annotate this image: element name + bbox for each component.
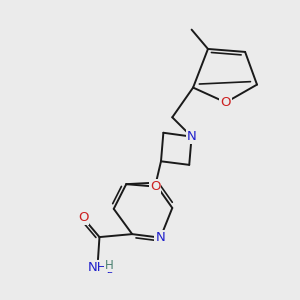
Text: NH: NH <box>88 261 108 274</box>
Text: N: N <box>155 231 165 244</box>
Text: O: O <box>150 180 160 193</box>
Text: O: O <box>220 96 231 109</box>
Text: 2: 2 <box>107 265 113 275</box>
Text: O: O <box>78 211 88 224</box>
Text: N: N <box>187 130 196 143</box>
Text: H: H <box>105 259 114 272</box>
